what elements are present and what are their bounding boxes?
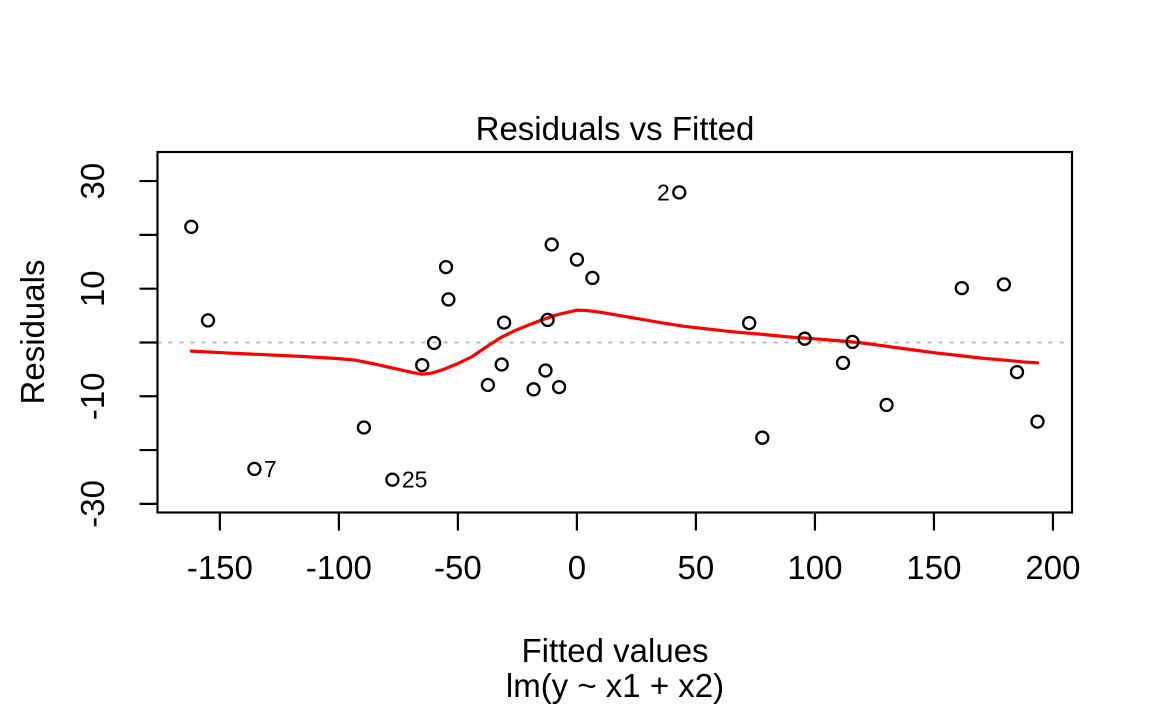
data-point	[385, 472, 400, 487]
data-point	[426, 335, 442, 351]
data-point	[494, 357, 509, 372]
data-point	[672, 185, 687, 200]
y-axis-label: Residuals	[14, 260, 51, 405]
data-point	[845, 334, 860, 350]
data-point	[879, 397, 894, 413]
loess-smooth-line	[189, 308, 1040, 376]
data-point	[540, 312, 555, 328]
y-axis-tick-label: -30	[74, 480, 111, 528]
point-label: 25	[402, 467, 428, 493]
x-axis-tick-label: 50	[678, 549, 715, 586]
data-point	[1009, 364, 1025, 380]
data-point	[1030, 414, 1045, 429]
x-axis-sublabel: lm(y ~ x1 + x2)	[506, 667, 724, 704]
data-point	[797, 331, 812, 346]
points-layer: 7 25 2	[184, 179, 1045, 493]
x-axis-tick-label: 0	[568, 549, 586, 586]
x-axis-tick-label: -150	[187, 549, 253, 586]
x-axis-tick-label: 150	[906, 549, 961, 586]
y-axis-tick-label: 10	[74, 270, 111, 307]
data-point	[551, 379, 567, 395]
x-axis-tick-label: -50	[434, 549, 482, 586]
x-axis-tick-label: -100	[306, 549, 372, 586]
y-axis-tick-label: -10	[74, 372, 111, 420]
y-axis-tick-label: 30	[74, 163, 111, 200]
data-point	[569, 252, 585, 267]
point-label: 7	[264, 456, 277, 482]
data-point	[585, 270, 600, 286]
data-point	[496, 315, 512, 330]
plot-border	[156, 150, 1074, 514]
data-point	[247, 461, 262, 477]
data-point	[954, 280, 969, 296]
smooth-layer	[189, 308, 1040, 376]
data-point	[996, 277, 1012, 292]
data-point	[415, 357, 430, 373]
x-axis-tick-label: 200	[1025, 549, 1080, 586]
data-point	[438, 259, 454, 275]
point-label: 2	[657, 179, 670, 205]
axes-layer: -150 -100 -50 0 50 100 150 200 -30 -10 10 30	[74, 150, 1080, 586]
data-point	[544, 237, 559, 252]
data-point	[526, 382, 541, 397]
chart-title: Residuals vs Fitted	[476, 110, 755, 147]
data-point	[742, 315, 757, 331]
data-point	[356, 420, 372, 435]
x-axis-tick-label: 100	[787, 549, 842, 586]
data-point	[200, 313, 216, 328]
x-axis-label: Fitted values	[521, 632, 708, 669]
data-point	[538, 363, 553, 378]
data-point	[835, 355, 851, 371]
data-point	[441, 292, 456, 307]
data-point	[755, 430, 770, 445]
data-point	[184, 219, 199, 234]
data-point	[480, 377, 496, 393]
